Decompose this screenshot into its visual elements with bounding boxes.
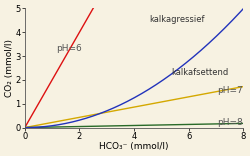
- Text: kalkagressief: kalkagressief: [148, 15, 204, 24]
- X-axis label: HCO₃⁻ (mmol/l): HCO₃⁻ (mmol/l): [99, 142, 168, 151]
- Text: pH=7: pH=7: [216, 86, 242, 95]
- Text: pH=6: pH=6: [56, 44, 82, 53]
- Text: pH=8: pH=8: [216, 118, 242, 127]
- Y-axis label: CO₂ (mmol/l): CO₂ (mmol/l): [5, 39, 14, 97]
- Text: kalkafsettend: kalkafsettend: [170, 68, 227, 77]
